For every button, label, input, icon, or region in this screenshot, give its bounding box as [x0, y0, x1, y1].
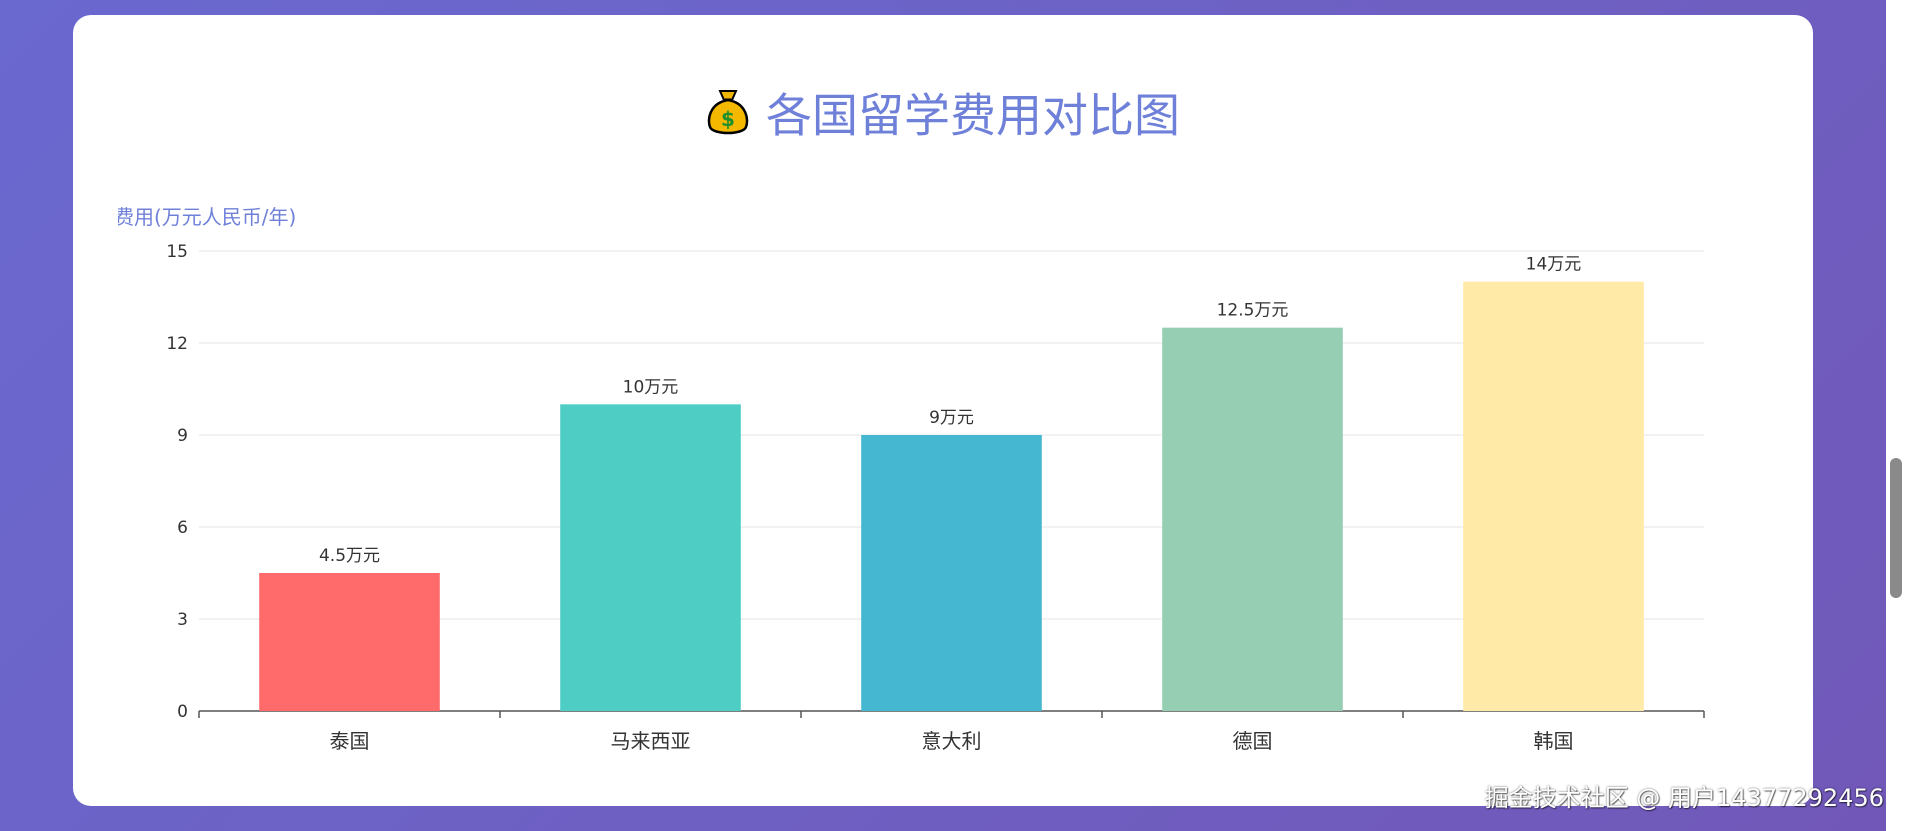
- scrollbar-track[interactable]: [1886, 0, 1908, 831]
- bar-1[interactable]: [259, 573, 440, 711]
- bar-2[interactable]: [560, 404, 741, 711]
- y-tick-label: 3: [177, 610, 188, 630]
- x-category-label: 韩国: [1534, 729, 1574, 753]
- y-tick-label: 0: [177, 702, 188, 722]
- bar-data-label: 4.5万元: [319, 546, 380, 566]
- y-tick-label: 6: [177, 518, 188, 538]
- bar-3[interactable]: [861, 435, 1042, 711]
- bar-data-label: 14万元: [1526, 255, 1582, 275]
- x-category-label: 德国: [1233, 729, 1273, 753]
- y-tick-label: 12: [166, 334, 188, 354]
- y-tick-label: 9: [177, 426, 188, 446]
- x-category-label: 意大利: [922, 729, 982, 753]
- y-tick-label: 15: [166, 242, 188, 262]
- bar-5[interactable]: [1463, 281, 1644, 711]
- svg-text:$: $: [721, 107, 735, 131]
- bar-data-label: 9万元: [929, 408, 974, 428]
- money-bag-icon: $: [707, 89, 749, 134]
- x-category-label: 马来西亚: [611, 729, 691, 753]
- bar-data-label: 12.5万元: [1217, 301, 1289, 321]
- x-category-label: 泰国: [330, 729, 370, 753]
- chart-title-text: 各国留学费用对比图: [766, 88, 1180, 143]
- scrollbar-thumb[interactable]: [1890, 458, 1902, 598]
- chart-title: $ 各国留学费用对比图: [73, 82, 1813, 146]
- bar-4[interactable]: [1162, 327, 1343, 711]
- y-axis-label: 费用(万元人民币/年): [114, 205, 296, 229]
- watermark: 掘金技术社区 @ 用户14377292456: [1484, 784, 1884, 812]
- bar-data-label: 10万元: [623, 377, 679, 397]
